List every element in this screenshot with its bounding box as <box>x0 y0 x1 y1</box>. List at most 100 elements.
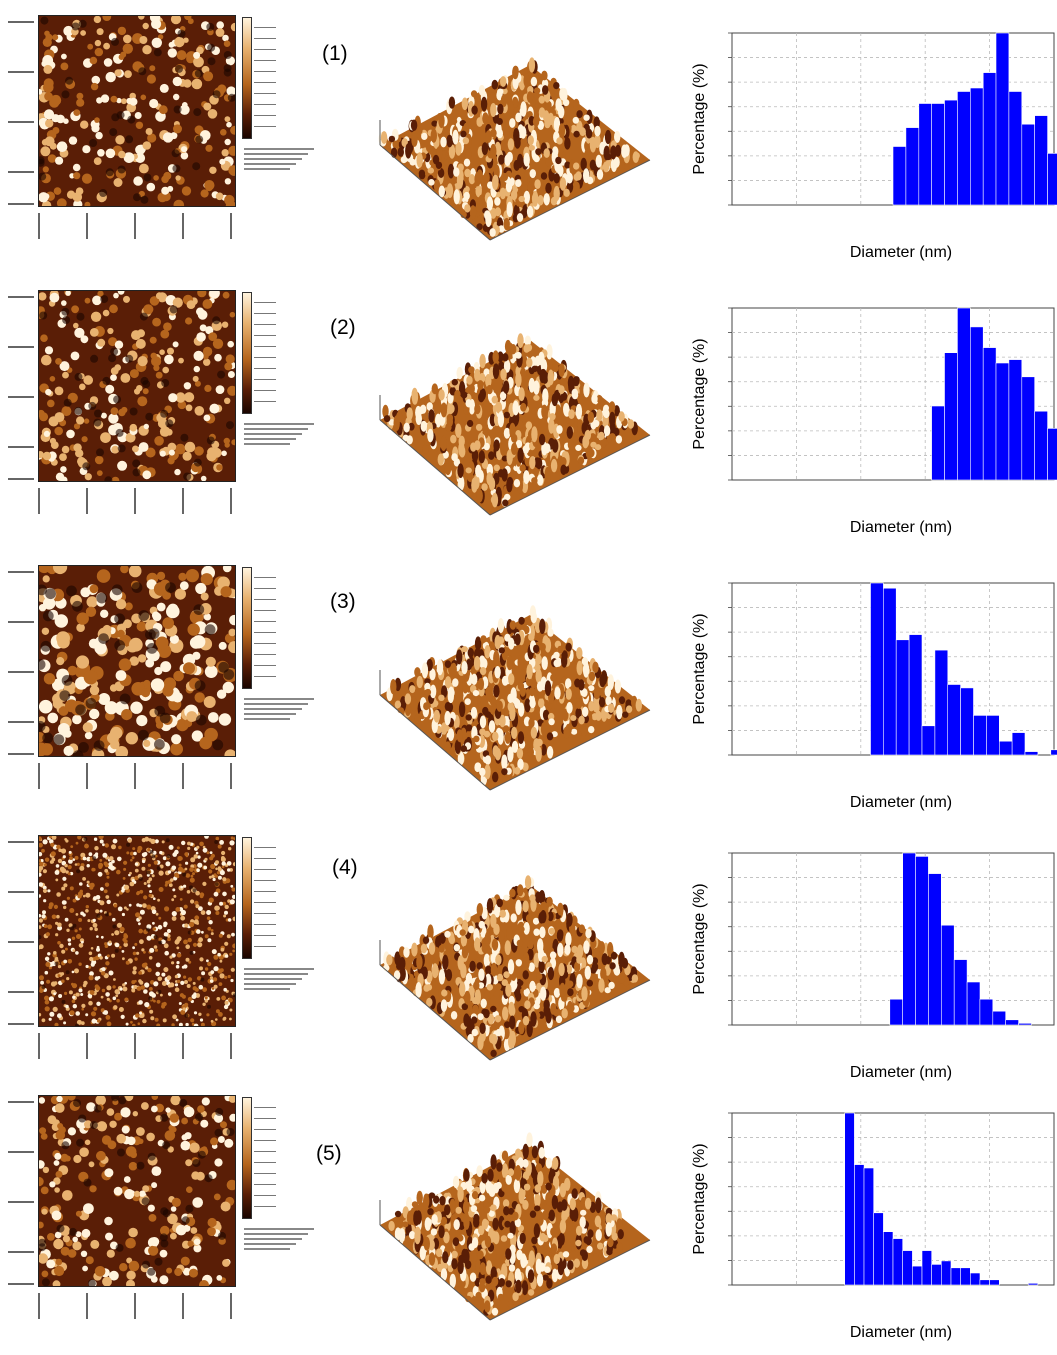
diameter-histogram-1: Percentage (%) Diameter (nm) <box>672 5 1057 270</box>
histogram-bar <box>980 999 993 1025</box>
map-x-tick <box>86 488 88 514</box>
height-color-scale <box>242 567 252 689</box>
histogram-bar <box>986 715 999 755</box>
diameter-histogram-4: Percentage (%) Diameter (nm) <box>672 825 1057 1090</box>
color-scale-ticks <box>254 292 294 414</box>
afm-2d-image <box>38 15 236 207</box>
histogram-bar <box>945 353 958 480</box>
histogram-bar <box>893 1239 903 1285</box>
histogram-bar <box>957 308 970 480</box>
map-y-tick <box>8 621 34 623</box>
map-x-tick <box>230 763 232 789</box>
afm-2d-topography-map <box>8 563 338 803</box>
map-x-tick <box>38 1293 40 1319</box>
histogram-bar <box>974 715 987 755</box>
histogram-bar <box>1022 377 1035 480</box>
map-y-tick <box>8 571 34 573</box>
map-x-tick <box>134 1033 136 1059</box>
histogram-bar <box>967 982 980 1025</box>
histogram-svg: Percentage (%)Diameter (nm) <box>672 1085 1057 1350</box>
histogram-bar <box>909 635 922 755</box>
map-x-tick <box>182 488 184 514</box>
map-y-tick <box>8 171 34 173</box>
map-x-tick <box>86 1033 88 1059</box>
y-axis-label: Percentage (%) <box>691 338 708 449</box>
histogram-bar <box>941 1261 951 1285</box>
histogram-bar <box>961 1268 971 1285</box>
y-axis-label: Percentage (%) <box>691 883 708 994</box>
histogram-bar <box>1035 411 1048 480</box>
afm-row-2: (2)Percentage (%)Diameter (nm) <box>0 280 1057 545</box>
diameter-histogram-5: Percentage (%)Diameter (nm) <box>672 1085 1057 1350</box>
histogram-bar <box>922 726 935 755</box>
map-x-tick <box>38 213 40 239</box>
histogram-bar <box>896 640 909 755</box>
histogram-bar <box>951 1268 961 1285</box>
histogram-bar <box>993 1011 1006 1025</box>
map-y-tick <box>8 1251 34 1253</box>
map-x-tick <box>182 763 184 789</box>
afm-3d-surface-view <box>340 575 660 825</box>
map-y-tick <box>8 753 34 755</box>
histogram-bar <box>990 1280 1000 1285</box>
map-y-tick <box>8 346 34 348</box>
histogram-bar <box>932 1264 942 1285</box>
histogram-bar <box>912 1266 922 1285</box>
map-y-tick <box>8 671 34 673</box>
histogram-bar <box>945 100 958 205</box>
histogram-bar <box>919 104 932 206</box>
x-axis-label: Diameter (nm) <box>850 1324 952 1341</box>
histogram-svg: Percentage (%) Diameter (nm) <box>672 825 1057 1090</box>
histogram-bar <box>983 348 996 480</box>
histogram-bar <box>1025 752 1038 755</box>
histogram-bar <box>871 583 884 755</box>
histogram-bar <box>1012 733 1025 755</box>
histogram-bar <box>996 33 1009 205</box>
height-color-scale <box>242 837 252 959</box>
histogram-bar <box>932 406 945 480</box>
afm-row-4: (4)Percentage (%)Diameter (nm) <box>0 825 1057 1090</box>
histogram-bar <box>948 685 961 756</box>
map-x-tick <box>134 763 136 789</box>
x-axis-label: Diameter (nm) <box>850 244 952 261</box>
map-x-tick <box>38 763 40 789</box>
color-scale-ticks <box>254 837 294 959</box>
histogram-bar <box>874 1213 884 1285</box>
map-x-tick <box>86 213 88 239</box>
map-x-tick <box>230 1033 232 1059</box>
histogram-bar <box>1048 153 1057 205</box>
histogram-bar <box>935 650 948 755</box>
histogram-bar <box>983 73 996 205</box>
histogram-svg: Percentage (%)Diameter (nm) <box>672 555 1057 820</box>
map-y-tick <box>8 396 34 398</box>
map-y-tick <box>8 941 34 943</box>
histogram-bar <box>883 1232 893 1285</box>
afm-2d-topography-map <box>8 13 338 253</box>
histogram-bar <box>906 128 919 205</box>
y-axis-label: Percentage (%) <box>691 613 708 724</box>
histogram-bar <box>903 853 916 1025</box>
histogram-bar <box>1009 360 1022 480</box>
scan-info-text <box>244 145 324 173</box>
histogram-bar <box>890 999 903 1025</box>
diameter-histogram-2: Percentage (%) Diameter (nm) <box>672 280 1057 545</box>
map-y-tick <box>8 446 34 448</box>
map-y-tick <box>8 478 34 480</box>
x-axis-label: Diameter (nm) <box>850 1064 952 1081</box>
afm-2d-topography-map <box>8 288 338 528</box>
map-x-tick <box>38 1033 40 1059</box>
histogram-bar <box>1009 92 1022 206</box>
histogram-bar <box>1019 1023 1032 1025</box>
x-axis-label: Diameter (nm) <box>850 519 952 536</box>
map-x-tick <box>230 488 232 514</box>
histogram-bar <box>916 856 929 1025</box>
histogram-bar <box>996 363 1009 480</box>
map-y-tick <box>8 841 34 843</box>
afm-row-3: (3)Percentage (%)Diameter (nm) <box>0 555 1057 820</box>
scan-info-text <box>244 420 324 448</box>
y-axis-label: Percentage (%) <box>691 63 708 174</box>
afm-2d-image <box>38 565 236 757</box>
map-x-tick <box>134 1293 136 1319</box>
histogram-bar <box>1006 1020 1019 1025</box>
afm-row-5: (5)Percentage (%)Diameter (nm) <box>0 1085 1057 1350</box>
